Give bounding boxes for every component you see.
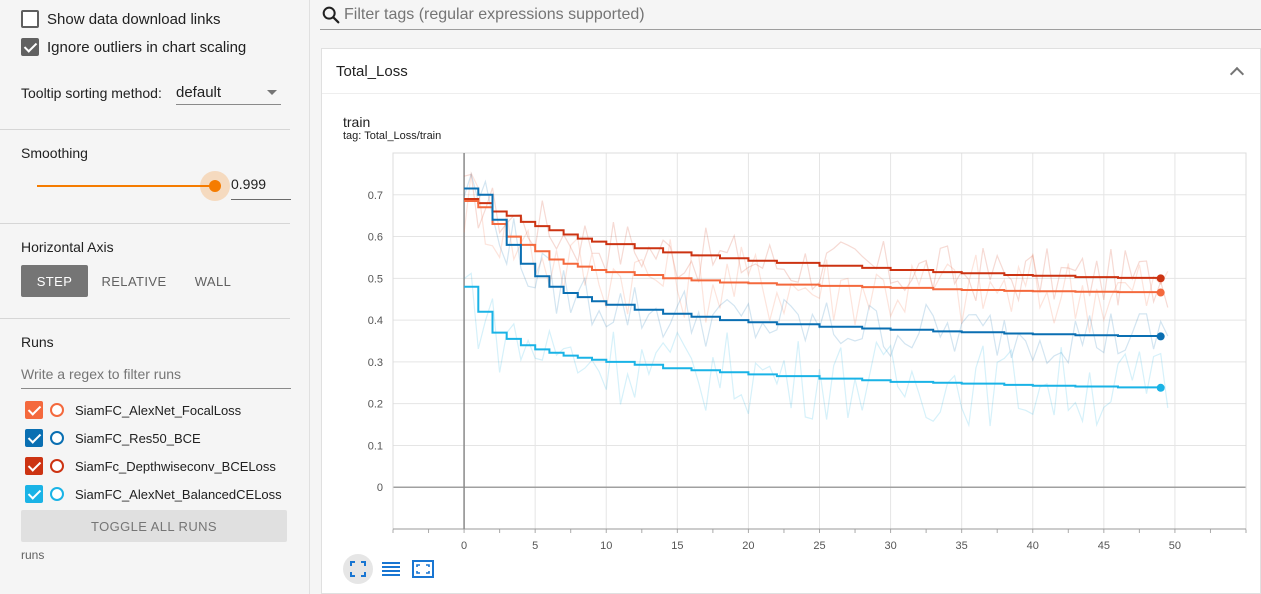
lines-glyph xyxy=(382,562,400,576)
horizontal-axis-label: Horizontal Axis xyxy=(21,239,114,255)
x-tick-label: 50 xyxy=(1169,540,1181,552)
show-download-links-label: Show data download links xyxy=(47,10,221,28)
x-tick-label: 10 xyxy=(600,540,612,552)
chart-tag: tag: Total_Loss/train xyxy=(343,130,442,142)
ignore-outliers-label: Ignore outliers in chart scaling xyxy=(47,38,247,56)
fit-domain-icon[interactable] xyxy=(343,554,373,584)
run-checkbox[interactable] xyxy=(25,401,43,419)
toggle-log-icon[interactable] xyxy=(376,554,406,584)
toggle-all-runs-button[interactable]: TOGGLE ALL RUNS xyxy=(21,510,287,542)
divider xyxy=(0,318,290,319)
frame-glyph xyxy=(412,560,434,578)
run-item[interactable]: SiamFC_AlexNet_FocalLoss xyxy=(25,401,241,419)
tooltip-sorting-select[interactable]: default xyxy=(176,80,281,105)
y-tick-label: 0.3 xyxy=(368,357,383,369)
axis-relative-button[interactable]: RELATIVE xyxy=(101,273,167,289)
chevron-down-icon xyxy=(267,89,277,95)
raw-series-line xyxy=(463,171,1169,333)
run-name: SiamFC_AlexNet_BalancedCELoss xyxy=(75,486,282,502)
run-item[interactable]: SiamFc_Depthwiseconv_BCELoss xyxy=(25,457,276,475)
smoothing-label: Smoothing xyxy=(21,145,88,161)
axis-step-button[interactable]: STEP xyxy=(21,265,88,297)
expand-corners-glyph xyxy=(350,561,366,577)
run-color-icon[interactable] xyxy=(50,403,64,417)
fit-to-data-icon[interactable] xyxy=(408,554,438,584)
sidebar: Show data download links Ignore outliers… xyxy=(0,0,310,594)
y-tick-label: 0 xyxy=(377,482,383,494)
run-checkbox[interactable] xyxy=(25,485,43,503)
show-download-links-checkbox[interactable] xyxy=(21,10,39,28)
run-color-icon[interactable] xyxy=(50,487,64,501)
series-endpoint xyxy=(1156,288,1165,297)
series-line xyxy=(464,200,1162,294)
smoothing-slider-handle[interactable] xyxy=(209,180,221,192)
series-endpoint xyxy=(1156,274,1165,283)
divider xyxy=(0,129,290,130)
runs-footer: runs xyxy=(21,548,45,562)
series-line xyxy=(464,187,1162,337)
runs-label: Runs xyxy=(21,334,54,350)
ignore-outliers-toggle[interactable]: Ignore outliers in chart scaling xyxy=(21,38,246,56)
y-tick-label: 0.1 xyxy=(368,440,383,452)
run-item[interactable]: SiamFC_Res50_BCE xyxy=(25,429,201,447)
search-icon xyxy=(322,6,340,23)
x-tick-label: 15 xyxy=(671,540,683,552)
tag-filter-input[interactable]: Filter tags (regular expressions support… xyxy=(344,5,645,23)
x-tick-label: 30 xyxy=(884,540,896,552)
run-name: SiamFc_Depthwiseconv_BCELoss xyxy=(75,458,276,474)
runs-filter-input[interactable]: Write a regex to filter runs xyxy=(21,366,291,389)
series-line xyxy=(464,198,1162,279)
show-download-links-toggle[interactable]: Show data download links xyxy=(21,10,220,28)
series-line xyxy=(464,285,1162,389)
card-title: Total_Loss xyxy=(336,62,408,80)
smoothing-slider-track[interactable] xyxy=(37,185,215,187)
y-tick-label: 0.6 xyxy=(368,232,383,244)
run-name: SiamFC_AlexNet_FocalLoss xyxy=(75,402,242,418)
chart-title: train xyxy=(343,114,371,130)
smoothing-input[interactable]: 0.999 xyxy=(231,176,291,200)
x-tick-label: 25 xyxy=(813,540,825,552)
run-item[interactable]: SiamFC_AlexNet_BalancedCELoss xyxy=(25,485,282,503)
divider xyxy=(0,223,290,224)
axis-wall-button[interactable]: WALL xyxy=(194,273,232,289)
run-color-icon[interactable] xyxy=(50,431,64,445)
y-tick-label: 0.5 xyxy=(368,273,383,285)
tooltip-sorting-value: default xyxy=(176,83,222,101)
x-tick-label: 40 xyxy=(1027,540,1039,552)
tooltip-sorting-label: Tooltip sorting method: xyxy=(21,85,162,101)
run-checkbox[interactable] xyxy=(25,457,43,475)
raw-series-line xyxy=(463,171,1169,365)
chart-card: Total_Loss train tag: Total_Loss/train 0… xyxy=(321,48,1261,594)
ignore-outliers-checkbox[interactable] xyxy=(21,38,39,56)
y-tick-label: 0.2 xyxy=(368,399,383,411)
y-tick-label: 0.4 xyxy=(368,315,383,327)
series-endpoint xyxy=(1156,383,1165,392)
run-checkbox[interactable] xyxy=(25,429,43,447)
run-name: SiamFC_Res50_BCE xyxy=(75,430,201,446)
x-tick-label: 0 xyxy=(461,540,467,552)
x-tick-label: 35 xyxy=(956,540,968,552)
raw-series-line xyxy=(463,272,1169,428)
loss-chart[interactable]: 0 5 10 15 20 25 30 35 40 45 50 0 0.1 0.2 0.3 0.4 0.5 0.6 0… xyxy=(322,49,1260,594)
series-endpoint xyxy=(1156,332,1165,341)
raw-series-line xyxy=(463,173,1169,308)
x-tick-label: 45 xyxy=(1098,540,1110,552)
tag-filter-bar[interactable]: Filter tags (regular expressions support… xyxy=(320,0,1261,30)
y-tick-label: 0.7 xyxy=(368,190,383,202)
x-tick-label: 5 xyxy=(532,540,538,552)
card-header[interactable]: Total_Loss xyxy=(322,49,1260,94)
run-color-icon[interactable] xyxy=(50,459,64,473)
x-tick-label: 20 xyxy=(742,540,754,552)
